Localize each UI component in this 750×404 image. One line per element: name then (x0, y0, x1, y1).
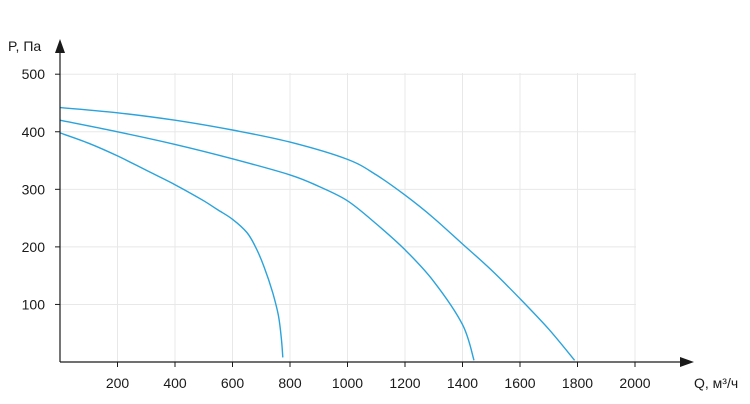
y-axis-label: P, Па (8, 38, 41, 54)
x-tick-label: 1200 (389, 375, 420, 391)
series-line-1 (59, 132, 284, 358)
grid (60, 73, 636, 362)
x-tick-label: 400 (163, 375, 187, 391)
x-tick-label: 800 (278, 375, 302, 391)
x-tick-label: 1400 (447, 375, 478, 391)
y-tick-label: 500 (22, 66, 46, 82)
series-line-2 (59, 119, 475, 361)
axes (55, 39, 694, 367)
x-axis-label: Q, м³/ч (694, 375, 738, 391)
x-axis-arrow (680, 357, 694, 367)
x-tick-label: 2000 (619, 375, 650, 391)
y-tick-label: 400 (22, 124, 46, 140)
x-tick-label: 600 (221, 375, 245, 391)
y-tick-label: 100 (22, 296, 46, 312)
x-tick-label: 200 (106, 375, 130, 391)
x-tick-label: 1600 (504, 375, 535, 391)
series-lines (59, 106, 576, 361)
y-axis-arrow (55, 39, 65, 53)
x-tick-label: 1800 (562, 375, 593, 391)
x-tick-label: 1000 (332, 375, 363, 391)
series-line-3 (59, 106, 576, 361)
y-tick-label: 200 (22, 239, 46, 255)
y-tick-label: 300 (22, 181, 46, 197)
ticks: 200 400 600 800 1000 1200 1400 1600 1800 2000 100 2… (22, 66, 651, 391)
